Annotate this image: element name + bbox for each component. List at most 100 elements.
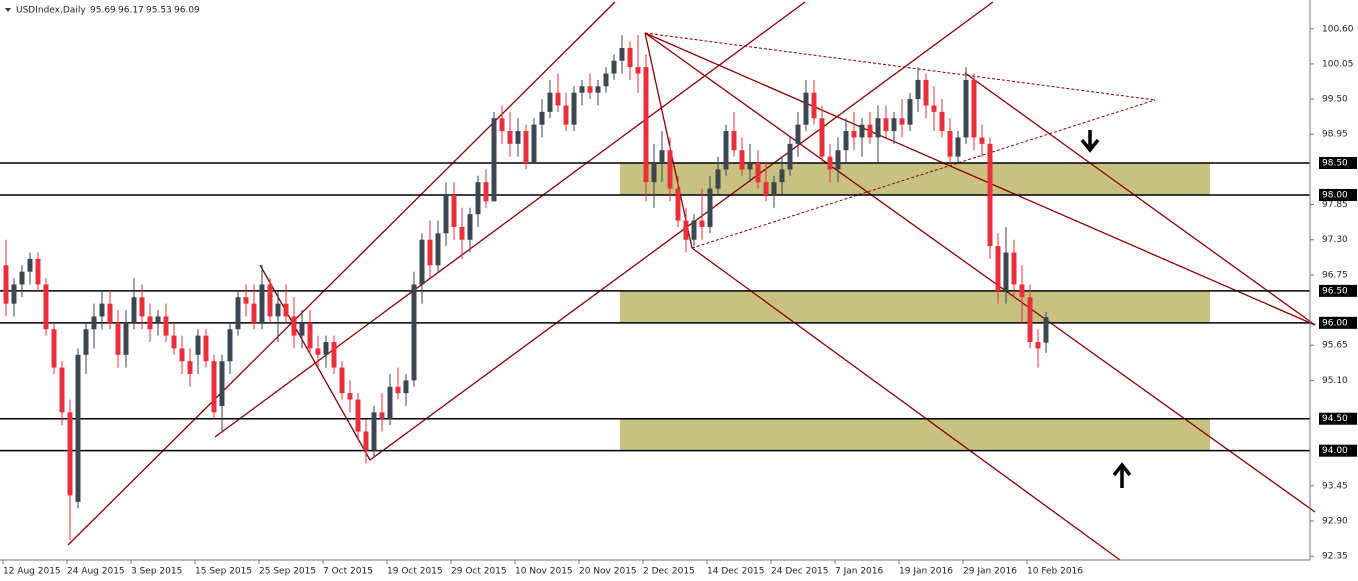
level-label: 94.50 xyxy=(1322,414,1348,424)
candle-body xyxy=(459,226,465,240)
y-tick-label: 92.35 xyxy=(1322,552,1348,562)
candle-body xyxy=(291,316,297,336)
axes: 100.60 100.05 99.50 98.95 97.85 97.30 96.75 95.… xyxy=(2,24,1357,577)
candle-body xyxy=(675,188,681,221)
candle-body xyxy=(843,131,849,151)
candle-body xyxy=(779,169,785,183)
candle-body xyxy=(211,361,217,413)
candle-body xyxy=(235,297,241,330)
candle-body xyxy=(875,118,881,138)
x-tick-label: 24 Dec 2015 xyxy=(771,567,829,577)
x-tick-label: 20 Nov 2015 xyxy=(579,567,637,577)
candle-body xyxy=(611,60,617,74)
channel-line xyxy=(67,1,616,546)
fork-line xyxy=(964,72,1316,326)
candle-body xyxy=(339,367,345,394)
candle-body xyxy=(803,92,809,125)
x-tick-label: 2 Dec 2015 xyxy=(643,567,695,577)
x-tick-label: 19 Oct 2015 xyxy=(387,567,443,577)
zone xyxy=(620,418,1210,451)
candle-body xyxy=(451,194,457,227)
x-tick-label: 3 Sep 2015 xyxy=(131,567,182,577)
x-tick-label: 7 Oct 2015 xyxy=(323,567,373,577)
candle-body xyxy=(587,86,593,93)
candle-body xyxy=(795,124,801,144)
candle-body xyxy=(251,303,257,323)
level-label-box xyxy=(1319,412,1357,425)
candle-body xyxy=(491,118,497,202)
candle-body xyxy=(923,79,929,106)
candle-body xyxy=(315,348,321,355)
x-tick-label: 10 Nov 2015 xyxy=(515,567,573,577)
candle-body xyxy=(523,131,529,164)
level-label-box xyxy=(1319,444,1357,457)
level-label-box xyxy=(1319,188,1357,201)
candle-body xyxy=(115,322,121,355)
candle-body xyxy=(299,322,305,336)
candle-body xyxy=(219,361,225,406)
candle-body xyxy=(827,156,833,170)
candle-body xyxy=(627,47,633,68)
candle-body xyxy=(835,150,841,170)
candle-body xyxy=(1035,342,1041,349)
candle-body xyxy=(435,233,441,266)
candle-body xyxy=(195,335,201,355)
candle-body xyxy=(179,348,185,362)
channel-line xyxy=(214,1,806,438)
candle-body xyxy=(619,47,625,61)
candle-body xyxy=(915,79,921,100)
candle-body xyxy=(659,150,665,164)
open-value: 95.69 xyxy=(90,6,116,16)
candle-body xyxy=(1027,297,1033,343)
candle-body xyxy=(27,258,33,272)
y-tick-label: 92.90 xyxy=(1322,517,1348,527)
y-tick-label: 98.95 xyxy=(1322,130,1348,140)
candle-body xyxy=(275,303,281,317)
candle-body xyxy=(51,329,57,368)
candle-body xyxy=(427,239,433,266)
level-label-box xyxy=(1319,284,1357,297)
candle-body xyxy=(1019,284,1025,298)
candle-body xyxy=(131,297,137,323)
candle-body xyxy=(731,131,737,151)
candle-body xyxy=(35,258,41,285)
candle-body xyxy=(595,86,601,93)
fork-line xyxy=(691,247,1121,561)
menu-triangle xyxy=(5,8,11,12)
candle-body xyxy=(899,118,905,125)
triangle-line xyxy=(691,99,1156,249)
candle-body xyxy=(163,316,169,336)
candle-body xyxy=(867,124,873,138)
candle-body xyxy=(139,297,145,317)
candle-body xyxy=(155,316,161,323)
candle-body xyxy=(507,131,513,144)
candle-body xyxy=(467,214,473,240)
candle-body xyxy=(347,393,353,400)
level-label: 94.00 xyxy=(1322,446,1348,456)
candle-body xyxy=(995,246,1001,291)
candle-body xyxy=(643,67,649,183)
candle-body xyxy=(811,92,817,119)
candle-body xyxy=(931,105,937,112)
channel-line xyxy=(369,1,994,461)
candle-body xyxy=(891,118,897,132)
candle-body xyxy=(979,137,985,144)
candle-body xyxy=(43,284,49,330)
candle-body xyxy=(387,386,393,419)
candle-body xyxy=(171,335,177,349)
candle-body xyxy=(1043,317,1049,343)
candle-body xyxy=(203,335,209,362)
candle-body xyxy=(563,105,569,125)
candle-body xyxy=(11,284,17,304)
candle-body xyxy=(475,182,481,215)
close-value: 96.09 xyxy=(174,6,200,16)
candle-body xyxy=(227,329,233,362)
candle-body xyxy=(419,239,425,285)
candle-body xyxy=(859,124,865,138)
y-tick-label: 100.05 xyxy=(1322,59,1354,69)
pitchfork-drawings xyxy=(67,1,1316,561)
candle-body xyxy=(763,182,769,195)
fork-handle xyxy=(644,32,693,249)
low-value: 95.53 xyxy=(146,6,172,16)
up-arrow xyxy=(1112,462,1132,488)
